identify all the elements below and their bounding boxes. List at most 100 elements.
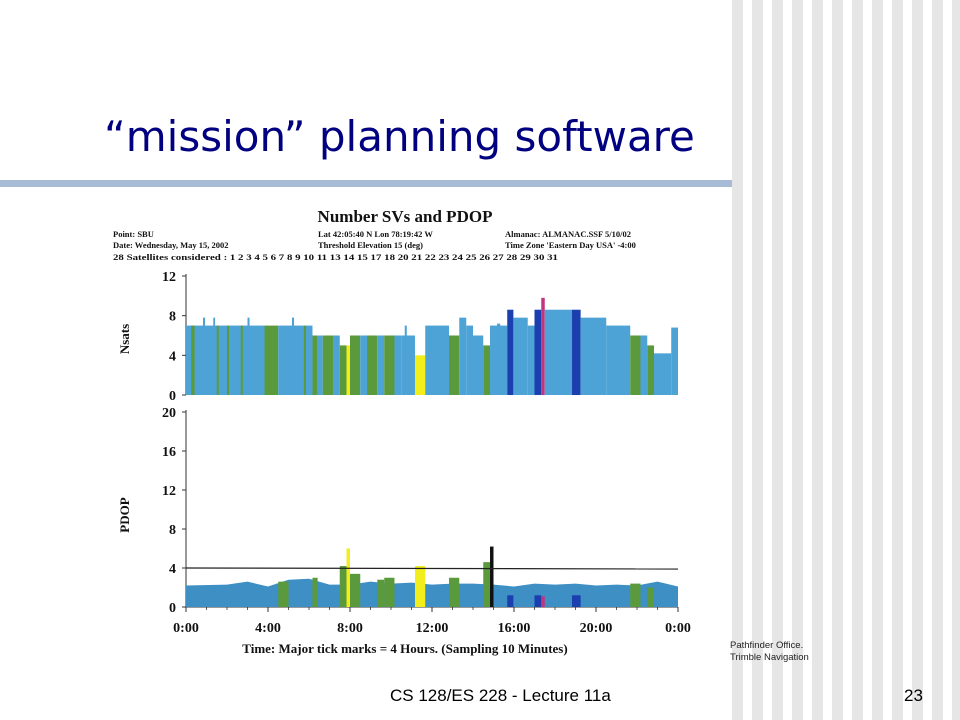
pdop-tick-label: 8 [169, 523, 176, 538]
pdop-bar [630, 583, 641, 607]
nsats-bar [350, 335, 361, 395]
pdop-bar [541, 596, 545, 607]
pdop-bar [449, 577, 460, 607]
header-timezone: Time Zone 'Eastern Day USA' -4:00 [505, 240, 636, 250]
pdop-bar [507, 595, 514, 607]
credit: Pathfinder Office. Trimble Navigation [730, 640, 809, 664]
pdop-tick-label: 4 [169, 562, 176, 577]
nsats-bar [640, 335, 648, 395]
nsats-bar [303, 325, 306, 395]
pdop-threshold-line [185, 567, 679, 570]
pdop-tick-label: 20 [162, 406, 176, 421]
pdop-tick-label: 0 [169, 601, 176, 616]
background-stripe [772, 0, 783, 720]
nsats-bar [191, 325, 195, 395]
nsats-bar [291, 317, 295, 395]
nsats-plot: 12 8 4 0 [162, 270, 678, 404]
pdop-plot: 20 16 12 8 4 0 0:00 4:00 8:00 12:00 16:00 20:00 0:00 [162, 406, 691, 636]
x-tick-label: 8:00 [337, 621, 363, 636]
x-tick-label: 16:00 [498, 621, 531, 636]
header-almanac: Almanac: ALMANAC.SSF 5/10/02 [505, 229, 631, 239]
pdop-tick-label: 16 [162, 445, 176, 460]
x-tick-label: 12:00 [416, 621, 449, 636]
nsats-bar [394, 335, 402, 395]
page-number: 23 [904, 686, 923, 705]
pdop-ylabel: PDOP [117, 497, 132, 532]
nsats-bar [671, 327, 678, 395]
nsats-bar [377, 335, 385, 395]
nsats-bar [332, 335, 340, 395]
x-axis-label: Time: Major tick marks = 4 Hours. (Sampl… [242, 641, 567, 656]
background-stripe [892, 0, 903, 720]
pdop-bar [346, 548, 350, 607]
nsats-tick-label: 0 [169, 389, 176, 404]
nsats-bar [459, 317, 467, 395]
pdop-bar [534, 595, 542, 607]
background-stripe [812, 0, 823, 720]
pdop-tick-label: 12 [162, 484, 176, 499]
nsats-bar [473, 335, 484, 395]
nsats-bar [401, 335, 415, 395]
background-stripe [872, 0, 883, 720]
background-stripe [932, 0, 943, 720]
header-date: Date: Wednesday, May 15, 2002 [113, 240, 229, 250]
pdop-bar [414, 566, 426, 607]
nsats-bar [425, 325, 450, 395]
header-point: Point: SBU [113, 229, 154, 239]
nsats-bar [288, 325, 313, 395]
nsats-bar [507, 309, 514, 395]
pdop-bar [384, 577, 395, 607]
x-tick-label: 0:00 [665, 621, 691, 636]
nsats-bar [496, 323, 501, 395]
nsats-bar [544, 309, 573, 395]
nsats-bar [247, 317, 250, 395]
nsats-bar [527, 325, 535, 395]
nsats-tick-label: 8 [169, 310, 176, 325]
nsats-bar [240, 325, 243, 395]
background-stripe [912, 0, 923, 720]
pdop-bar [312, 577, 318, 607]
nsats-bar [541, 297, 545, 395]
pdop-bar [490, 546, 494, 607]
chart-figure: Number SVs and PDOP Point: SBU Date: Wed… [103, 200, 697, 665]
nsats-tick-label: 4 [169, 349, 176, 364]
nsats-bar [606, 325, 631, 395]
background-stripe [732, 0, 743, 720]
x-tick-label: 20:00 [580, 621, 613, 636]
pdop-bar [483, 562, 491, 607]
x-tick-label: 4:00 [255, 621, 281, 636]
pdop-bar [339, 566, 347, 607]
footer-text: CS 128/ES 228 - Lecture 11a [390, 686, 611, 705]
nsats-bar [346, 345, 350, 395]
pdop-bar [647, 587, 655, 607]
nsats-bar [384, 335, 395, 395]
nsats-bar [312, 335, 318, 395]
header-satellites: 28 Satellites considered : 1 2 3 4 5 6 7… [113, 252, 558, 262]
pdop-bar [377, 579, 385, 607]
credit-line-1: Pathfinder Office. [730, 640, 804, 651]
title-rule [0, 180, 732, 187]
nsats-bar [630, 335, 641, 395]
nsats-bar [513, 317, 528, 395]
nsats-bar [213, 317, 216, 395]
credit-line-2: Trimble Navigation [730, 652, 809, 663]
pdop-bar [278, 581, 289, 607]
nsats-bar [483, 345, 491, 395]
header-threshold: Threshold Elevation 15 (deg) [318, 240, 423, 250]
nsats-bar [216, 325, 219, 395]
nsats-bar [572, 309, 581, 395]
background-stripe [952, 0, 960, 720]
nsats-bar [186, 325, 265, 395]
chart-title: Number SVs and PDOP [318, 207, 493, 226]
nsats-bar [599, 317, 607, 395]
nsats-bar [317, 335, 323, 395]
x-tick-label: 0:00 [173, 621, 199, 636]
background-stripe [792, 0, 803, 720]
nsats-bar [367, 335, 378, 395]
nsats-bar [264, 325, 279, 395]
nsats-bar [203, 317, 206, 395]
background-stripe [832, 0, 843, 720]
nsats-ylabel: Nsats [117, 324, 132, 354]
header-location: Lat 42:05:40 N Lon 78:19:42 W [318, 229, 433, 239]
